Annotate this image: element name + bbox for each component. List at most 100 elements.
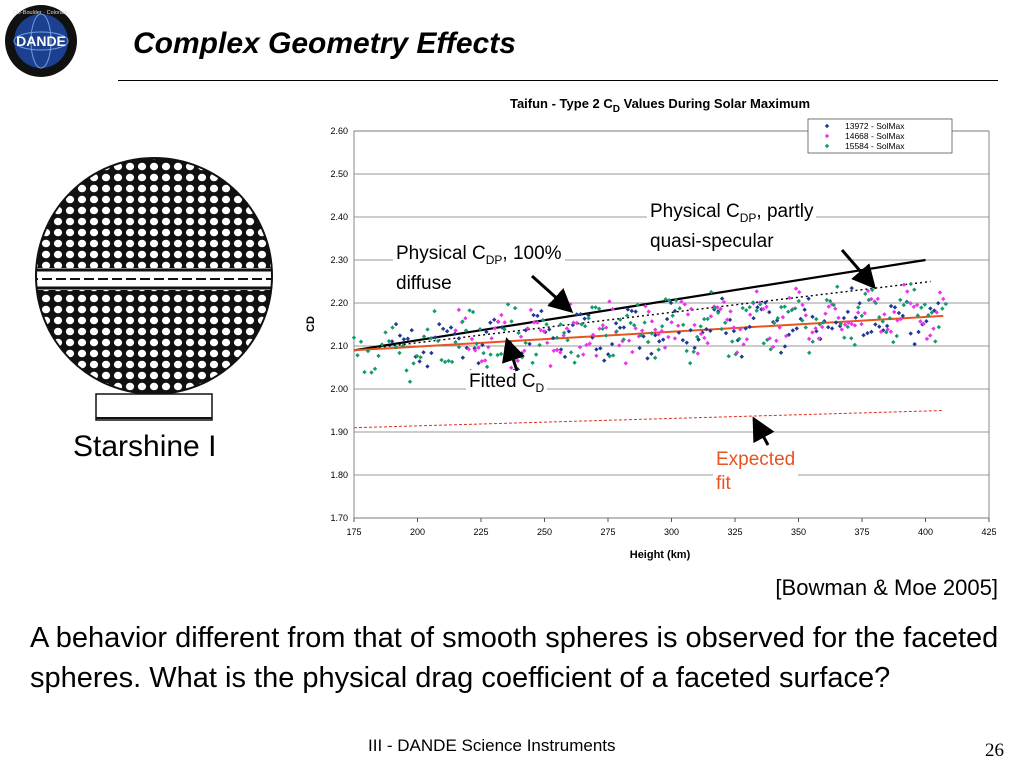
data-point	[865, 330, 870, 336]
data-point	[586, 316, 591, 321]
citation: [Bowman & Moe 2005]	[775, 575, 998, 600]
data-point	[872, 299, 877, 304]
data-point	[469, 336, 475, 342]
title-divider	[118, 80, 998, 81]
data-point	[645, 339, 651, 345]
data-point	[486, 344, 491, 350]
data-point	[888, 303, 894, 309]
trend-line	[353, 258, 926, 352]
data-point	[505, 302, 511, 307]
x-tick-label: 200	[410, 527, 425, 537]
data-point	[878, 329, 884, 334]
data-point	[596, 306, 602, 311]
data-point	[728, 309, 733, 314]
data-point	[432, 308, 437, 314]
data-point	[407, 379, 413, 384]
data-point	[846, 320, 851, 325]
data-point	[502, 327, 507, 332]
data-point	[429, 350, 434, 356]
data-point	[768, 347, 773, 352]
data-point	[855, 310, 861, 315]
data-point	[558, 350, 563, 355]
chart-title: Taifun - Type 2 CD Values During Solar M…	[510, 96, 810, 115]
x-tick-label: 325	[727, 527, 742, 537]
data-point	[463, 328, 469, 333]
data-point	[656, 332, 661, 337]
data-point	[610, 353, 616, 358]
data-point	[880, 328, 886, 333]
x-tick-label: 375	[854, 527, 869, 537]
data-point	[672, 308, 678, 314]
data-point	[853, 315, 858, 320]
y-tick-label: 2.30	[330, 255, 348, 265]
data-point	[666, 298, 672, 303]
y-axis-label: CD	[305, 316, 317, 332]
data-point	[726, 354, 731, 359]
data-point	[660, 337, 666, 342]
data-point	[816, 336, 822, 341]
data-point	[918, 319, 923, 324]
data-point	[621, 325, 627, 330]
data-point	[499, 325, 505, 330]
x-tick-label: 400	[918, 527, 933, 537]
data-point	[898, 297, 903, 303]
data-point	[747, 304, 752, 310]
data-point	[481, 350, 486, 356]
data-point	[579, 322, 584, 327]
data-point	[730, 339, 735, 344]
data-point	[875, 296, 881, 302]
data-point	[926, 313, 931, 318]
data-point	[817, 322, 822, 327]
data-point	[941, 296, 946, 302]
data-point	[838, 321, 843, 327]
logo-text: DANDE	[16, 33, 66, 49]
data-point	[404, 368, 409, 373]
data-point	[912, 287, 917, 292]
data-point	[936, 324, 942, 330]
data-point	[480, 342, 485, 348]
data-point	[652, 355, 658, 361]
annotation-diffuse: Physical CDP, 100% diffuse	[393, 242, 565, 296]
data-point	[807, 350, 812, 355]
data-point	[882, 312, 887, 317]
data-point	[456, 336, 462, 341]
data-point	[369, 370, 374, 375]
data-point	[901, 282, 907, 287]
data-point	[617, 317, 623, 322]
data-point	[761, 306, 766, 312]
data-point	[649, 351, 654, 357]
data-point	[581, 352, 586, 357]
data-point	[782, 304, 787, 309]
data-point	[751, 316, 756, 321]
trend-line	[353, 280, 931, 351]
data-point	[687, 360, 693, 366]
data-point	[701, 316, 707, 322]
data-point	[894, 333, 899, 339]
data-point	[862, 310, 867, 316]
legend-marker	[824, 143, 830, 149]
data-point	[825, 324, 831, 330]
data-point	[905, 299, 910, 305]
data-point	[823, 311, 828, 316]
data-point	[859, 321, 864, 327]
data-point	[525, 326, 530, 331]
data-point	[708, 289, 714, 295]
data-point	[857, 301, 862, 306]
data-point	[895, 318, 900, 323]
data-point	[362, 369, 367, 375]
x-tick-label: 275	[600, 527, 615, 537]
data-point	[414, 353, 420, 359]
data-point	[589, 305, 595, 310]
data-point	[888, 329, 894, 334]
data-point	[905, 289, 910, 294]
x-tick-label: 300	[664, 527, 679, 537]
data-point	[666, 334, 671, 340]
data-point	[535, 313, 540, 319]
data-point	[673, 298, 679, 303]
data-point	[448, 325, 454, 330]
data-point	[554, 347, 560, 353]
data-point	[492, 317, 497, 322]
data-point	[379, 342, 385, 347]
data-point	[908, 281, 914, 287]
data-point	[819, 324, 825, 330]
